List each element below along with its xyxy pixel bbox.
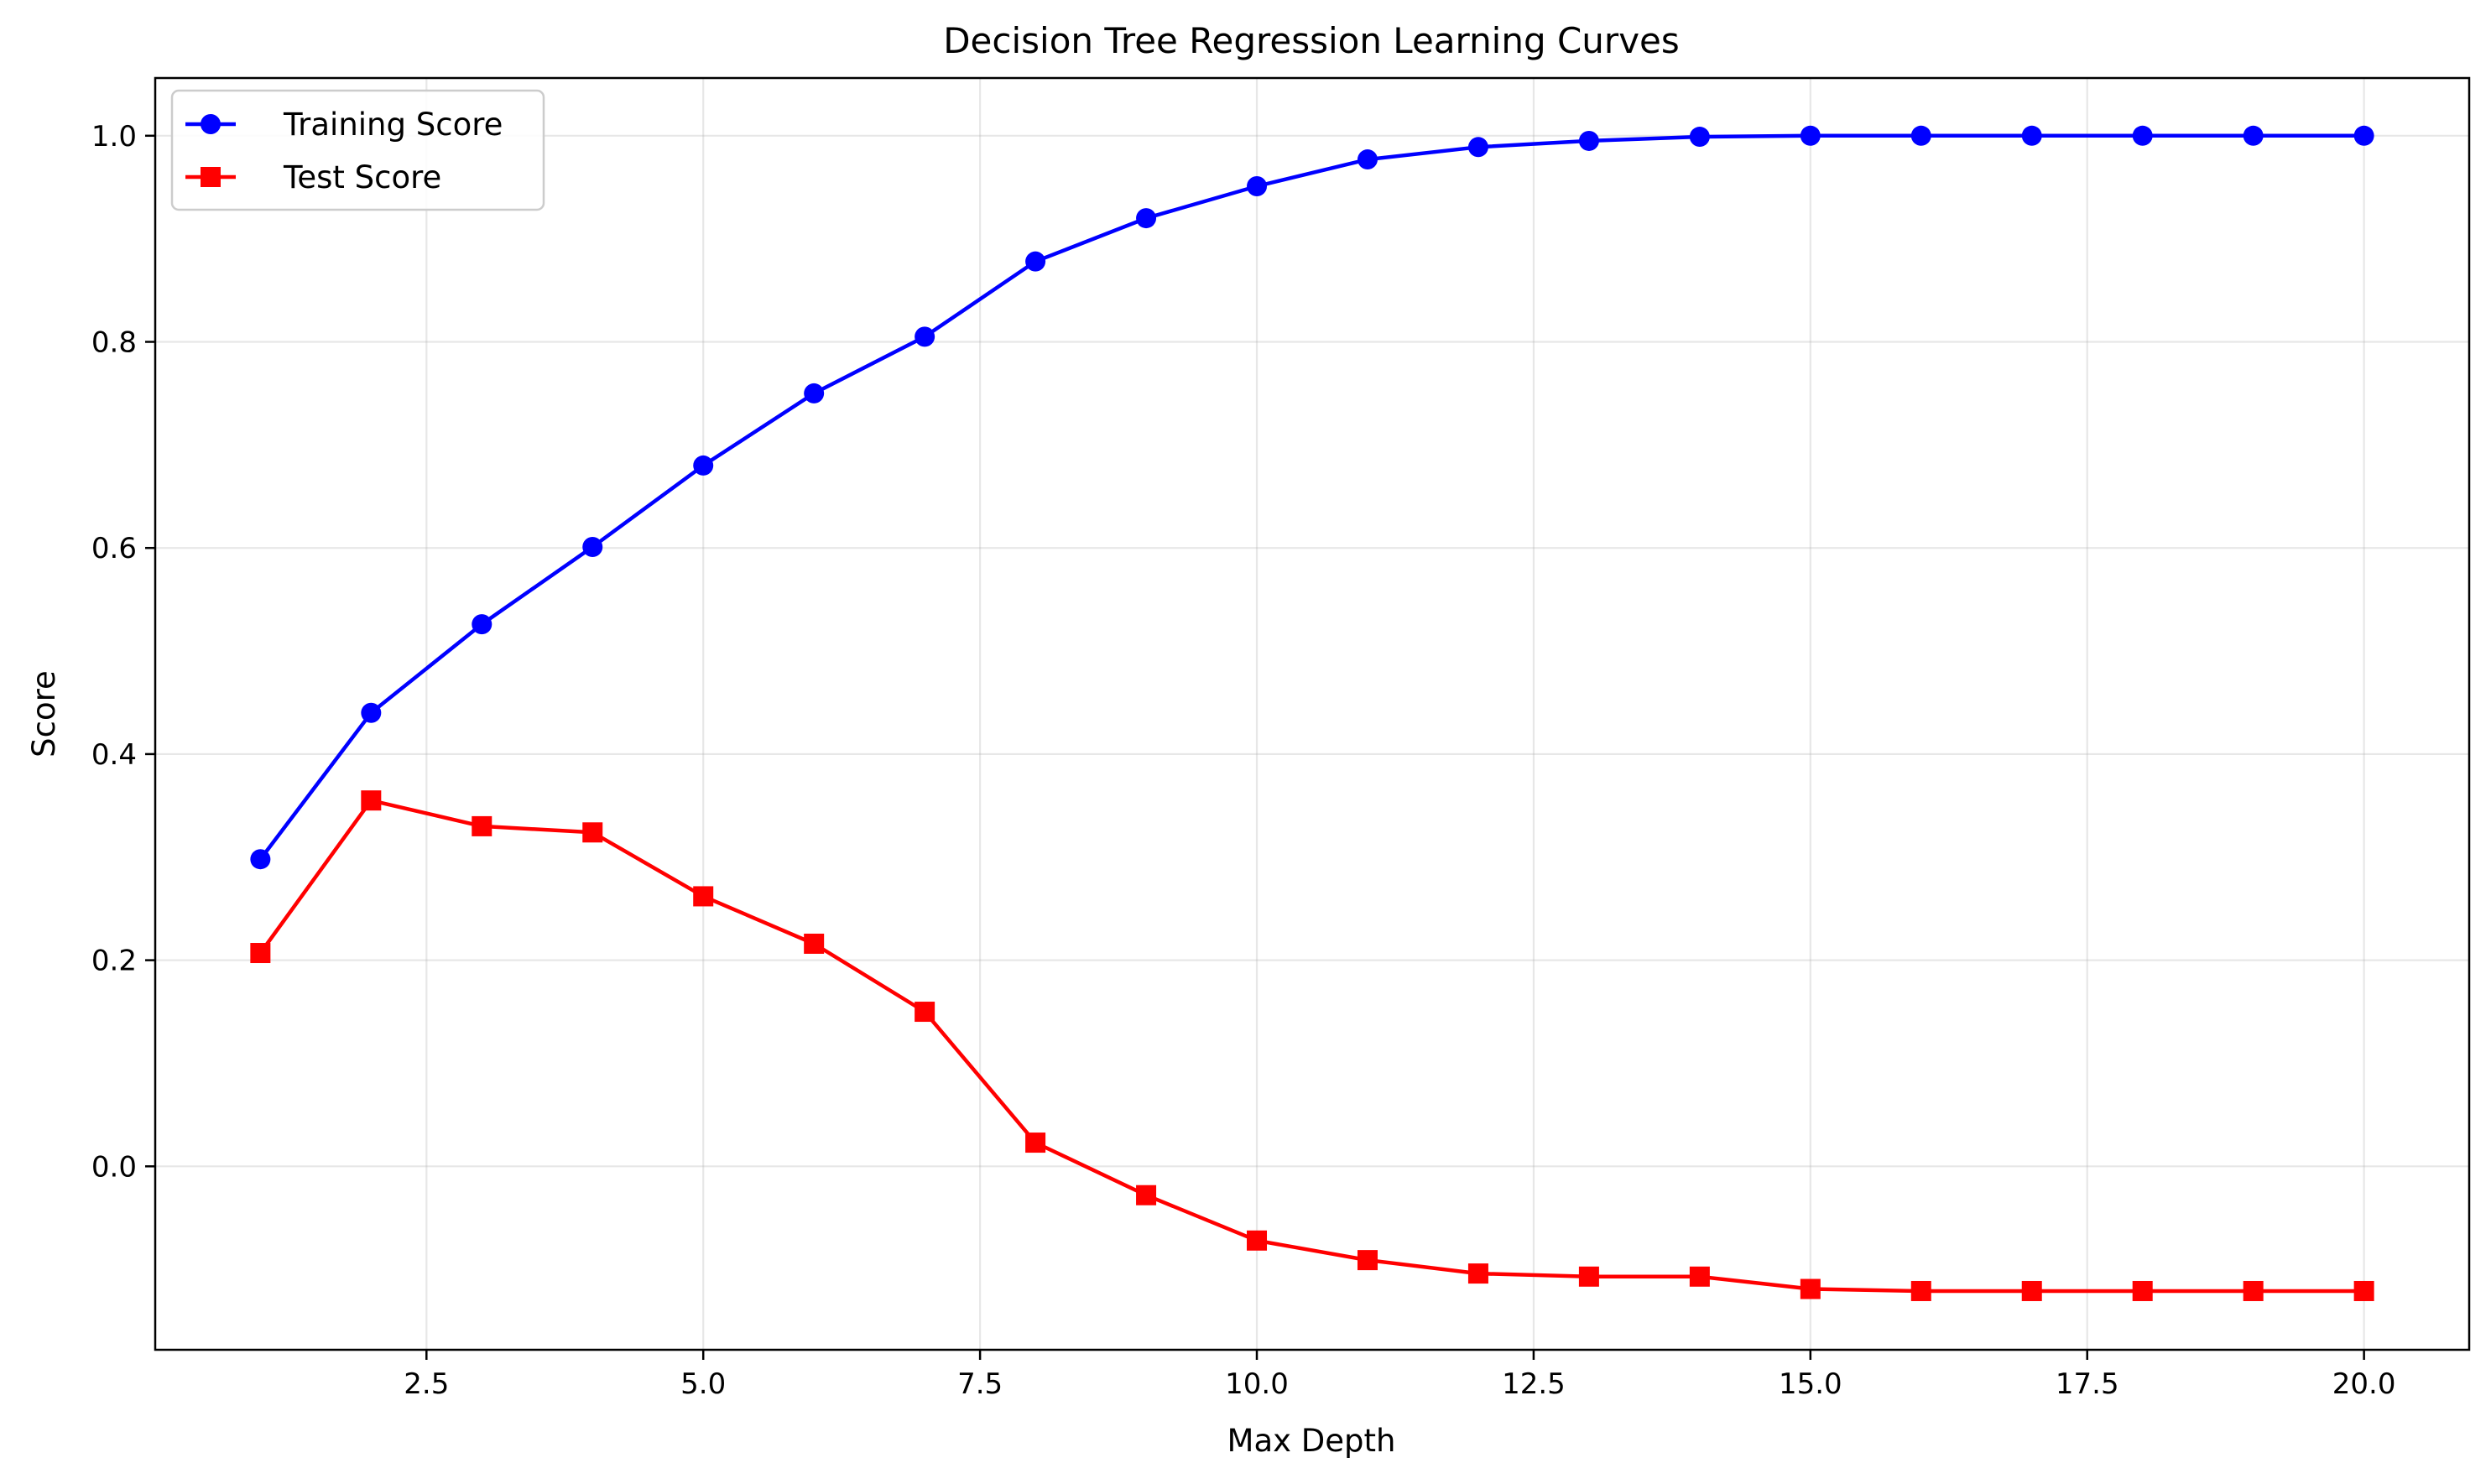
data-point-training-score (804, 383, 825, 404)
data-point-test-score (1136, 1185, 1157, 1205)
series-line-test-score (258, 798, 2364, 1294)
y-tick-label: 0.0 (91, 1150, 137, 1184)
data-point-training-score (2021, 125, 2042, 146)
data-point-training-score (2132, 125, 2153, 146)
x-tick-label: 17.5 (2056, 1367, 2119, 1401)
x-tick-label: 20.0 (2332, 1367, 2396, 1401)
data-point-test-score (2353, 1280, 2374, 1301)
y-tick-label: 0.8 (91, 326, 137, 360)
legend-marker-test (201, 167, 221, 187)
legend-entry-test: Test Score (185, 159, 441, 195)
data-point-test-score (693, 886, 714, 907)
data-point-training-score (250, 849, 271, 870)
data-point-test-score (1689, 1266, 1710, 1287)
legend-label-test: Test Score (283, 159, 441, 195)
legend-marker-training (201, 114, 221, 134)
chart-title: Decision Tree Regression Learning Curves (943, 20, 1680, 61)
data-point-test-score (582, 822, 603, 843)
plot-series (250, 125, 2374, 1301)
legend-entry-training: Training Score (185, 107, 503, 143)
data-point-test-score (2243, 1280, 2264, 1301)
data-point-test-score (915, 1002, 935, 1023)
data-point-training-score (1357, 149, 1378, 170)
data-point-test-score (1910, 1280, 1931, 1301)
data-point-training-score (1467, 137, 1488, 158)
data-point-test-score (804, 933, 825, 954)
series-training-score (250, 125, 2374, 870)
data-point-test-score (1467, 1263, 1488, 1284)
data-point-training-score (1136, 208, 1157, 229)
data-point-training-score (1689, 127, 1710, 148)
x-tick-label: 2.5 (404, 1367, 449, 1401)
data-point-test-score (2021, 1280, 2042, 1301)
x-tick-label: 5.0 (680, 1367, 726, 1401)
data-point-test-score (1025, 1133, 1046, 1153)
y-tick-label: 0.4 (91, 738, 137, 772)
series-line-training-score (258, 133, 2364, 861)
data-point-training-score (2243, 125, 2264, 146)
legend-box (170, 89, 545, 211)
data-point-training-score (915, 326, 935, 347)
y-tick-label: 0.2 (91, 945, 137, 978)
data-point-test-score (1357, 1250, 1378, 1271)
data-point-training-score (693, 455, 714, 476)
data-point-test-score (1800, 1278, 1821, 1299)
data-point-training-score (472, 614, 492, 635)
data-point-training-score (361, 702, 382, 723)
plot-area-frame (154, 76, 2471, 1351)
legend-label-training: Training Score (283, 107, 503, 143)
x-tick-label: 10.0 (1225, 1367, 1289, 1401)
y-axis-ticks: 0.0 0.2 0.4 0.6 0.8 1.0 (91, 120, 155, 1184)
x-axis-label: Max Depth (1227, 1423, 1396, 1459)
series-test-score (250, 790, 2374, 1301)
legend: Training Score Test Score (170, 89, 545, 211)
x-axis-ticks: 2.5 5.0 7.5 10.0 12.5 15.0 17.5 20.0 (404, 1350, 2395, 1401)
data-point-training-score (582, 536, 603, 557)
data-point-test-score (1578, 1266, 1599, 1287)
data-point-training-score (1025, 251, 1046, 272)
data-point-test-score (2132, 1280, 2153, 1301)
data-point-training-score (1910, 125, 1931, 146)
x-tick-label: 7.5 (957, 1367, 1003, 1401)
y-tick-label: 0.6 (91, 532, 137, 565)
y-axis-label: Score (26, 670, 62, 758)
data-point-training-score (1578, 130, 1599, 151)
data-point-training-score (2353, 125, 2374, 146)
data-point-test-score (250, 943, 271, 964)
data-point-test-score (1247, 1230, 1268, 1251)
data-point-training-score (1247, 175, 1268, 196)
data-point-test-score (472, 815, 492, 836)
x-tick-label: 12.5 (1502, 1367, 1566, 1401)
x-tick-label: 15.0 (1779, 1367, 1842, 1401)
data-point-training-score (1800, 125, 1821, 146)
data-point-test-score (361, 790, 382, 811)
y-tick-label: 1.0 (91, 120, 137, 154)
